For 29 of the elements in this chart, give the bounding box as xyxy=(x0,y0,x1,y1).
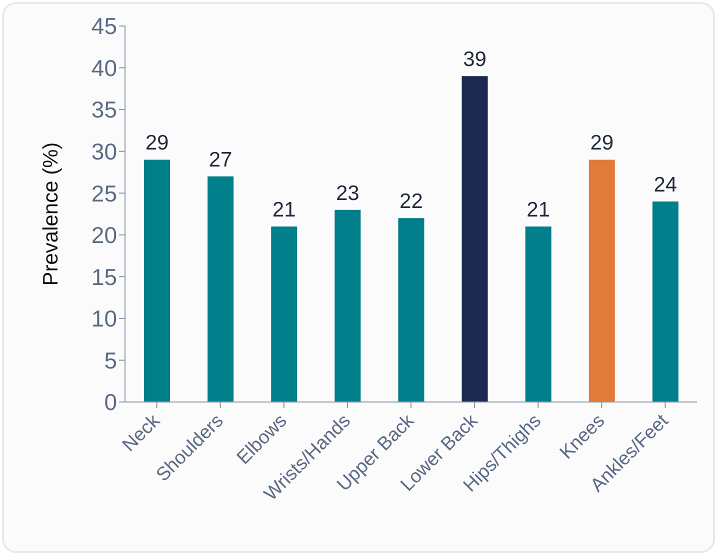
bar xyxy=(398,218,424,402)
y-tick-label: 0 xyxy=(104,389,117,416)
y-tick-label: 5 xyxy=(104,347,117,374)
y-tick-label: 35 xyxy=(91,96,117,123)
y-axis-title: Prevalence (%) xyxy=(39,142,62,286)
bar xyxy=(652,201,678,402)
bar xyxy=(208,176,234,402)
y-tick-label: 30 xyxy=(91,138,117,164)
data-label: 39 xyxy=(463,48,486,72)
bar xyxy=(525,226,552,402)
data-label: 21 xyxy=(526,198,550,222)
y-tick-label: 10 xyxy=(91,306,117,332)
bar xyxy=(144,160,170,402)
y-tick-label: 25 xyxy=(91,180,117,206)
bar xyxy=(271,226,298,402)
y-tick-label: 20 xyxy=(91,222,117,248)
data-label: 22 xyxy=(400,190,423,214)
data-label: 23 xyxy=(336,182,360,205)
y-tick-label: 45 xyxy=(91,13,117,40)
bar xyxy=(588,160,615,402)
data-label: 21 xyxy=(272,198,296,222)
y-tick-label: 40 xyxy=(91,54,117,81)
data-label: 29 xyxy=(590,132,614,155)
data-label: 27 xyxy=(208,148,232,172)
data-label: 24 xyxy=(654,173,678,196)
y-tick-label: 15 xyxy=(91,264,117,290)
bar xyxy=(334,210,361,402)
bar xyxy=(462,76,488,402)
data-label: 29 xyxy=(145,132,169,155)
